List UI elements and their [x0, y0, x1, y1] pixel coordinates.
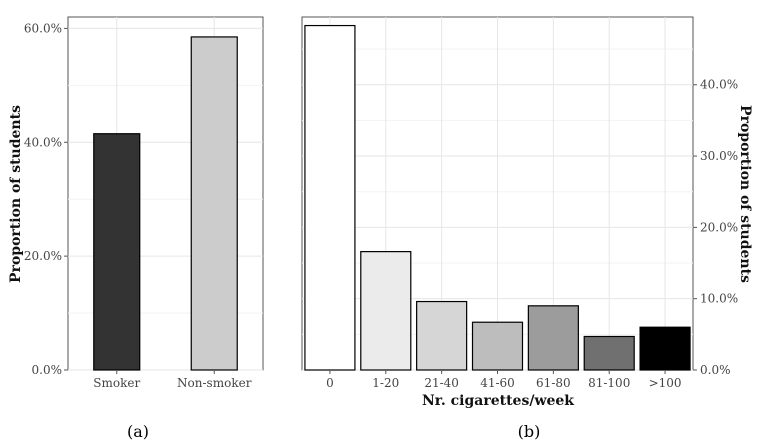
- a-y-tick-label: 20.0%: [24, 249, 62, 263]
- b-x-tick-label: >100: [649, 376, 682, 390]
- a-bar-smoker: [93, 133, 141, 371]
- a-x-tick-label: Non-smoker: [177, 376, 252, 390]
- b-bar-41-60: [471, 321, 524, 371]
- b-x-tick-label: 61-80: [536, 376, 571, 390]
- a-y-tick-label: 40.0%: [24, 135, 62, 149]
- b-y-tick-label: 20.0%: [700, 220, 738, 234]
- panel-a: 0.0% 20.0% 40.0% 60.0% Smoker Non-smoker Pro…: [8, 16, 264, 441]
- a-bar-non-smoker: [190, 36, 238, 371]
- panel-a-bars: [93, 36, 238, 371]
- b-bar-1-20: [360, 251, 412, 371]
- b-bar-61-80: [527, 305, 579, 371]
- b-x-tick-label: 81-100: [588, 376, 630, 390]
- b-y-tick-label: 0.0%: [700, 363, 731, 377]
- b-x-tick-label: 0: [326, 376, 334, 390]
- b-bar--100: [639, 326, 691, 371]
- a-y-tick-label: 0.0%: [32, 363, 63, 377]
- panel-b-label: (b): [518, 422, 541, 441]
- b-y-tick-label: 30.0%: [700, 149, 738, 163]
- panel-a-y-axis-title: Proportion of students: [8, 105, 24, 283]
- b-bar-21-40: [416, 300, 468, 371]
- a-x-tick-label: Smoker: [93, 376, 140, 390]
- panel-b-x-axis-title: Nr. cigarettes/week: [422, 393, 574, 409]
- panel-b-y-axis-title: Proportion of students: [737, 105, 753, 283]
- panel-b-x-ticks: 0 1-20 21-40 41-60 61-80 81-100 >100: [326, 370, 682, 390]
- b-bar-81-100: [583, 335, 635, 371]
- panel-b-y-ticks: 0.0% 10.0% 20.0% 30.0% 40.0%: [693, 78, 738, 377]
- panel-b: 0.0% 10.0% 20.0% 30.0% 40.0% 0 1-20 21-40 41-60…: [301, 16, 753, 441]
- b-x-tick-label: 21-40: [424, 376, 459, 390]
- b-bar-0: [304, 24, 356, 371]
- panel-a-x-ticks: Smoker Non-smoker: [93, 370, 252, 390]
- b-y-tick-label: 10.0%: [700, 292, 738, 306]
- b-x-tick-label: 41-60: [480, 376, 515, 390]
- panel-a-label: (a): [127, 422, 149, 441]
- b-y-tick-label: 40.0%: [700, 78, 738, 92]
- panel-a-y-ticks: 0.0% 20.0% 40.0% 60.0%: [24, 21, 68, 377]
- b-x-tick-label: 1-20: [372, 376, 399, 390]
- a-y-tick-label: 60.0%: [24, 21, 62, 35]
